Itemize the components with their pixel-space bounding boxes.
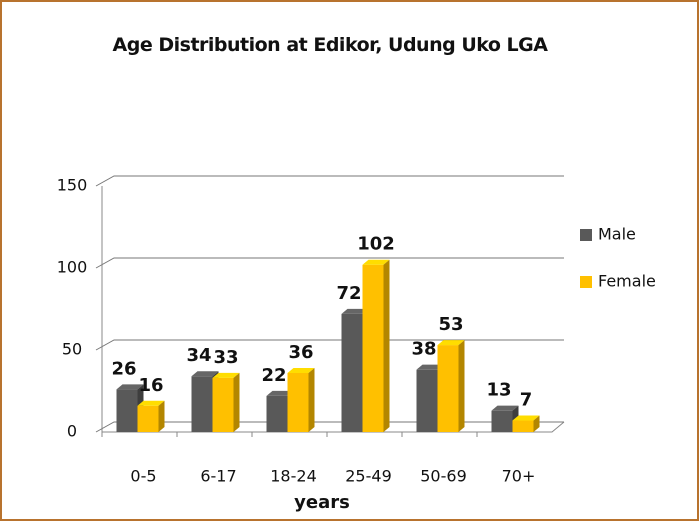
bar-top [362,259,390,265]
x-tick-label: 18-24 [270,467,317,486]
bar-top [341,308,369,314]
value-label: 33 [213,347,238,368]
bar [437,340,465,432]
bar-top [437,340,465,346]
x-tick-label: 70+ [502,467,536,486]
bar [212,372,240,432]
x-tick-label: 6-17 [200,467,236,486]
bar-side [458,340,465,432]
bar-top [137,400,165,406]
bar-front [116,389,138,432]
bar-top [512,415,540,421]
y-tick-label: 0 [67,422,77,441]
bar-top [416,364,444,370]
value-label: 38 [411,339,436,360]
bar-top [191,371,219,377]
legend-label: Female [598,272,656,291]
y-tick-label: 150 [57,176,88,195]
bar-front [137,405,159,432]
bar [137,400,165,432]
bar-front [266,395,288,432]
grid-line [95,175,564,187]
bar-front [512,420,534,432]
bar-front [287,372,309,432]
x-tick-label: 25-49 [345,467,392,486]
bar [362,259,390,432]
bar-top [266,390,294,396]
bar-side [308,367,315,432]
value-label: 36 [288,342,313,363]
bar-side [383,259,390,432]
bar-side [533,415,540,432]
grid-line [95,257,564,269]
x-axis-label: years [294,492,350,513]
bar-top [116,384,144,390]
legend-label: Male [598,225,636,244]
legend-swatch [580,229,592,241]
value-label: 16 [138,375,163,396]
bar [287,367,315,432]
value-label: 22 [261,365,286,386]
grid-line [95,339,564,351]
value-label: 7 [520,390,533,411]
value-label: 34 [186,345,211,366]
x-tick-label: 0-5 [130,467,156,486]
bar-front [212,377,234,432]
bar-side [158,400,165,432]
bar-top [491,405,519,411]
value-label: 26 [111,358,136,379]
bar-front [191,376,213,432]
bar-front [341,313,363,432]
x-tick-label: 50-69 [420,467,467,486]
bar [512,415,540,432]
bar-top [287,367,315,373]
bar-front [416,369,438,432]
legend-swatch [580,276,592,288]
bar-front [437,345,459,432]
value-label: 72 [336,283,361,304]
bar-side [233,372,240,432]
value-label: 53 [438,314,463,335]
y-tick-label: 50 [62,340,82,359]
bar-top [212,372,240,378]
value-label: 102 [357,234,395,255]
bar-front [362,264,384,432]
grid-line [95,421,564,433]
value-label: 13 [486,380,511,401]
y-tick-label: 100 [57,258,88,277]
chart-title: Age Distribution at Edikor, Udung Uko LG… [112,34,548,56]
bar-front [491,410,513,432]
